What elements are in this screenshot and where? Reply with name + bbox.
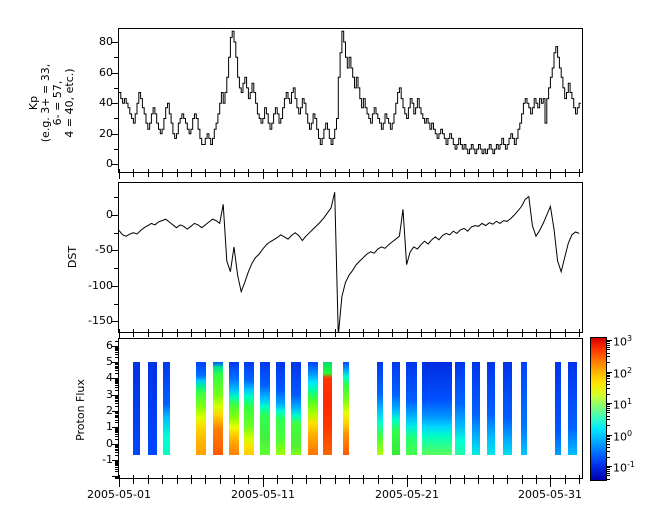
spectrogram-stripe-24 — [568, 362, 578, 455]
spectrogram-stripe-23 — [555, 362, 561, 455]
spectrogram-stripe-2 — [147, 362, 157, 455]
dst-axis-label: DST — [66, 245, 79, 269]
colorbar-tick-label: 102 — [613, 366, 633, 381]
flux-y-tick-label: 6 — [106, 339, 113, 352]
spectrogram-stripe-22 — [520, 362, 527, 455]
spectrogram-stripe-10 — [291, 362, 302, 455]
kp-y-major-tick — [111, 134, 118, 135]
dst-y-tick-label: -100 — [88, 279, 113, 292]
proton-flux-panel — [118, 338, 583, 479]
colorbar-tick-label: 103 — [613, 334, 633, 349]
colorbar — [590, 337, 607, 481]
spectrogram-stripe-11 — [307, 362, 318, 455]
kp-trace — [119, 30, 581, 155]
spectrogram-stripe-18 — [455, 362, 465, 455]
spectrogram-stripe-16 — [406, 362, 417, 455]
spectrogram-stripe-4 — [196, 362, 207, 455]
spectrogram-stripe-21 — [503, 362, 512, 455]
dst-y-major-tick — [111, 250, 118, 251]
spectrogram-stripe-12 — [322, 362, 332, 455]
spectrogram-stripe-8 — [260, 362, 270, 455]
dst-y-tick-label: 0 — [106, 208, 113, 221]
kp-y-major-tick — [111, 103, 118, 104]
kp-y-major-tick — [111, 73, 118, 74]
kp-axis-label-line4: 4 = 40, etc.) — [63, 68, 76, 138]
kp-panel — [118, 28, 583, 173]
proton-flux-axis-label: Proton Flux — [74, 379, 87, 441]
spectrogram-stripe-5 — [213, 362, 224, 455]
dst-trace — [119, 192, 580, 332]
spectrogram-stripe-13 — [342, 362, 349, 455]
x-tick-label-4: 2005-05-31 — [518, 488, 582, 501]
kp-axis-label: Kp (e.g. 3+ = 33, 6- = 57, 4 = 40, etc.) — [27, 55, 76, 151]
x-tick-label-2: 2005-05-11 — [231, 488, 295, 501]
kp-y-tick-label: 0 — [106, 157, 113, 170]
colorbar-gradient — [591, 338, 606, 480]
spectrogram-stripe-7 — [244, 362, 255, 455]
colorbar-tick-label: 100 — [613, 429, 633, 444]
spectrogram-stripe-1 — [132, 362, 140, 455]
dst-panel — [118, 182, 583, 333]
kp-y-tick-label: 80 — [99, 35, 113, 48]
colorbar-tick-label: 10-1 — [613, 460, 635, 475]
spectrogram-stripe-20 — [486, 362, 495, 455]
dst-y-tick-label: -150 — [88, 314, 113, 327]
spectrogram-stripe-9 — [276, 362, 285, 455]
x-tick-label-1: 2005-05-01 — [87, 488, 151, 501]
dst-y-major-tick — [111, 286, 118, 287]
dst-y-tick-label: -50 — [95, 243, 113, 256]
x-tick-label-3: 2005-05-21 — [375, 488, 439, 501]
kp-y-major-tick — [111, 42, 118, 43]
spectrogram-stripe-3 — [163, 362, 171, 455]
spectrogram-stripe-14 — [376, 362, 384, 455]
kp-y-major-tick — [111, 164, 118, 165]
dst-y-major-tick — [111, 215, 118, 216]
spectrogram-stripe-19 — [471, 362, 480, 455]
spectrogram-stripe-15 — [391, 362, 400, 455]
spectrogram-stripe-17 — [421, 362, 452, 455]
dst-line-chart — [119, 192, 580, 332]
kp-step-line-chart — [119, 30, 581, 155]
spectrogram-stripe-6 — [229, 362, 240, 455]
colorbar-tick-label: 101 — [613, 397, 633, 412]
dst-y-major-tick — [111, 321, 118, 322]
proton-flux-spectrogram — [119, 362, 582, 455]
